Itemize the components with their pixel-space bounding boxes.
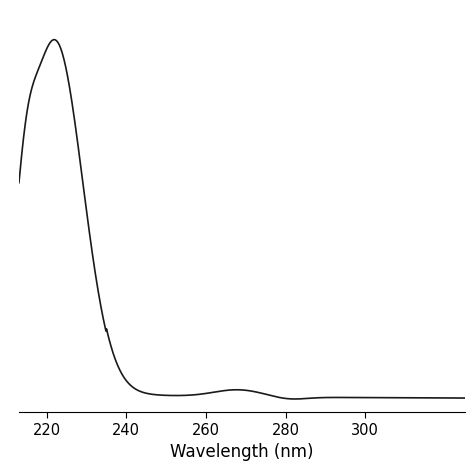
X-axis label: Wavelength (nm): Wavelength (nm) xyxy=(170,443,313,461)
